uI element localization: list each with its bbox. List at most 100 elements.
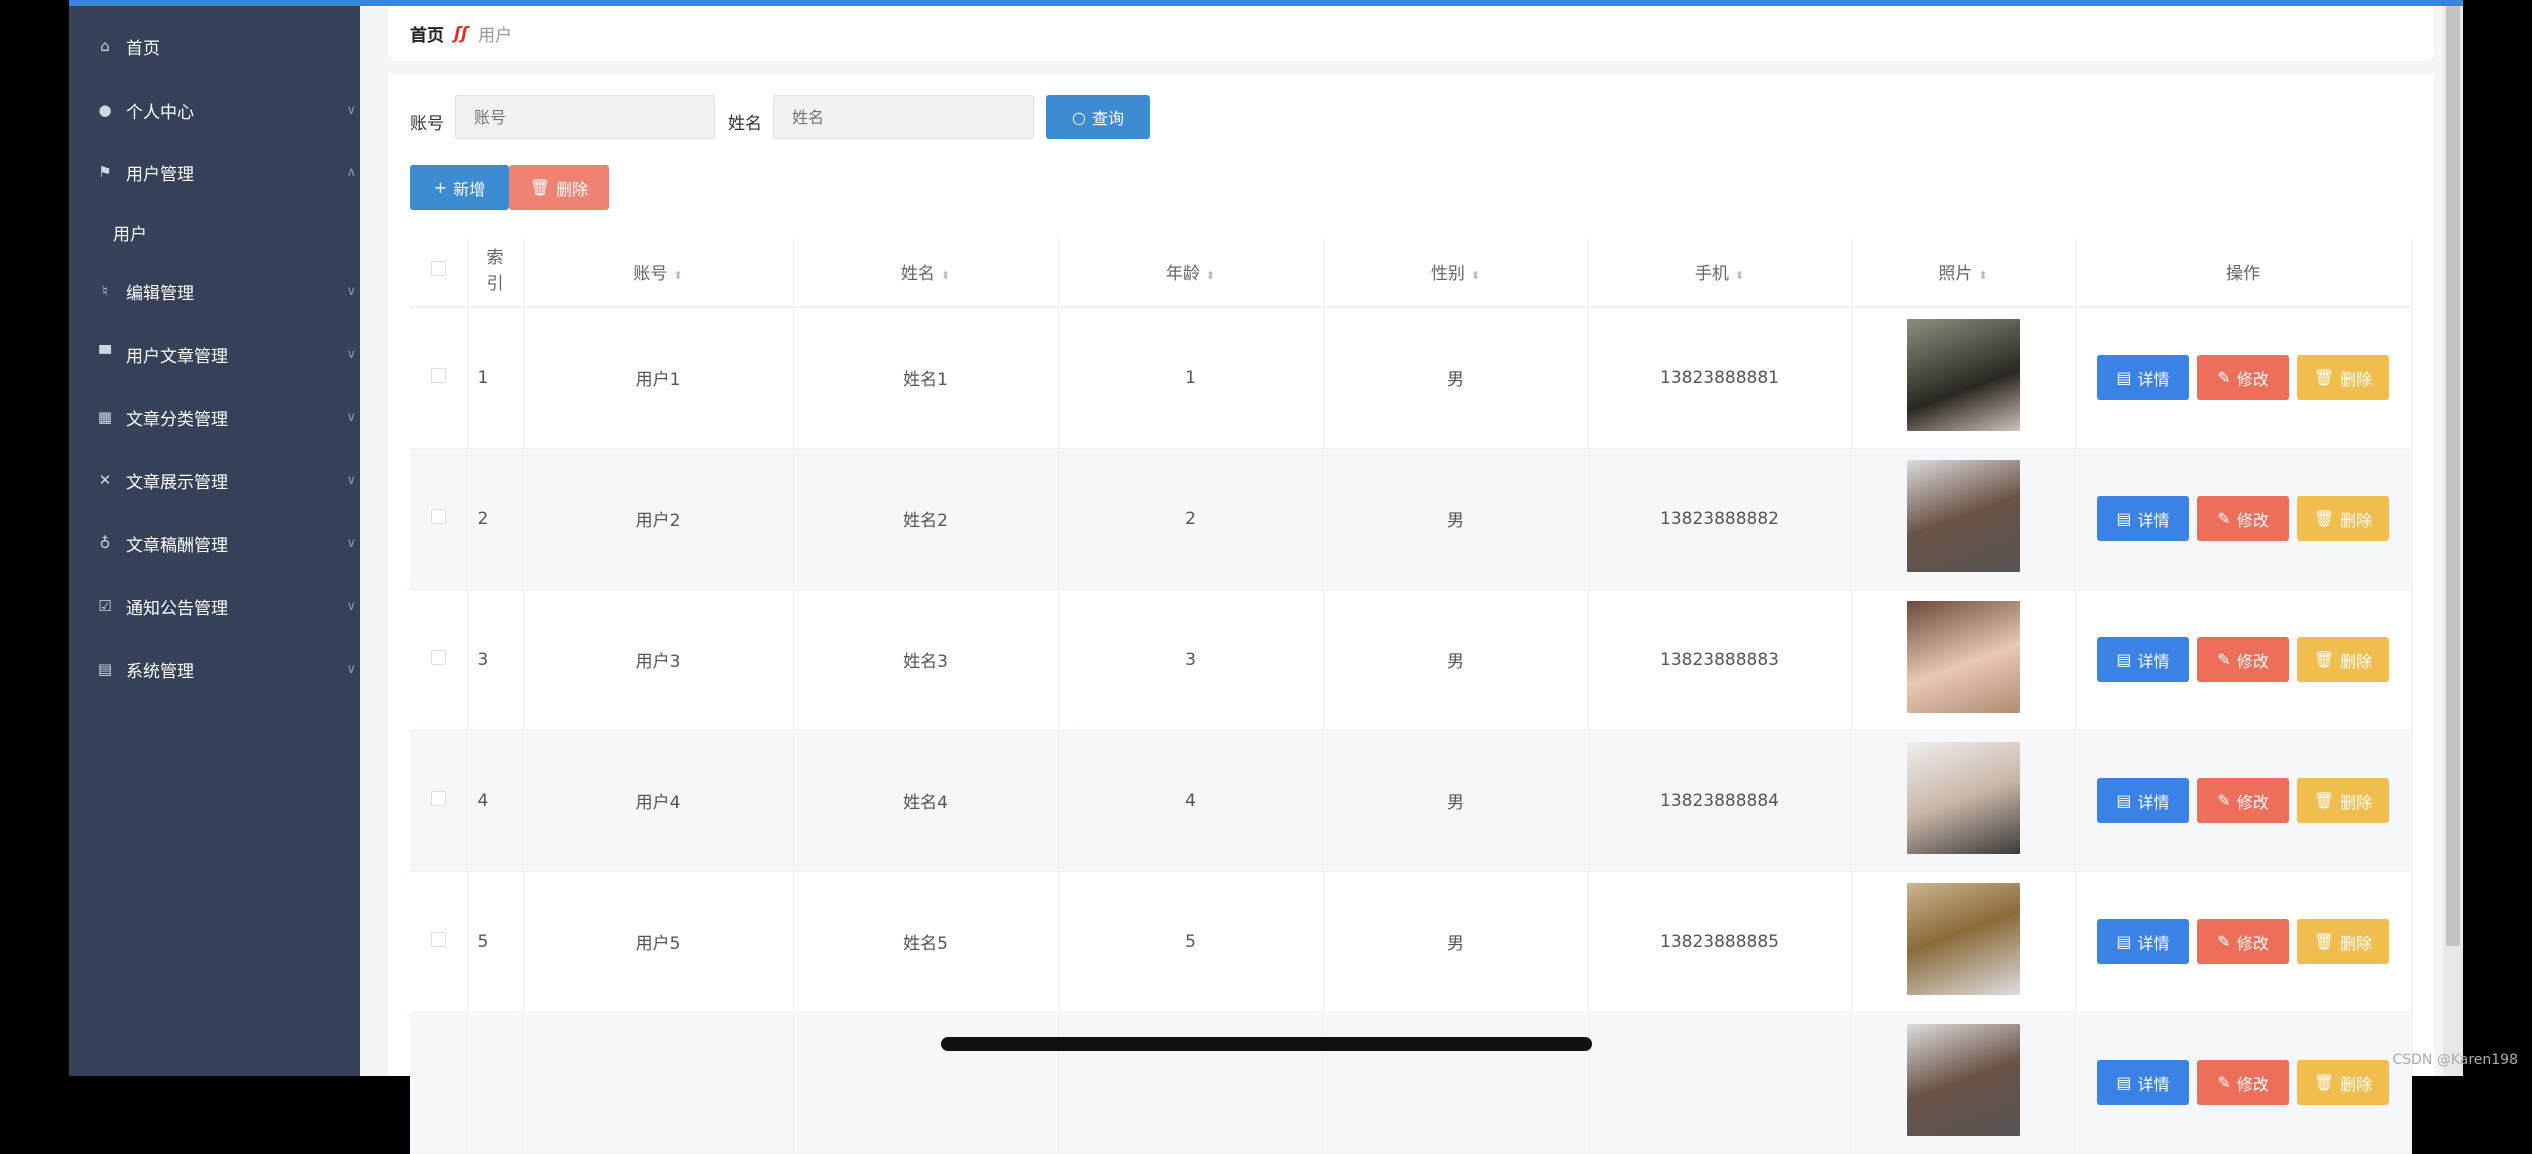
chevron-down-icon: ∨ [346,661,356,677]
edit-button[interactable]: ✎ 修改 [2197,637,2289,682]
photo-cell [1851,307,2076,449]
edit-button[interactable]: ✎ 修改 [2197,1060,2289,1105]
bulk-delete-button[interactable]: 🗑︎ 删除 [509,165,609,210]
document-icon: ▤ [2116,650,2132,669]
sidebar-item-10[interactable]: ▤ 系统管理 ∨ [69,649,360,689]
sidebar-item-2[interactable]: ⚑ 用户管理 ∧ [69,152,360,192]
delete-button[interactable]: 🗑︎ 删除 [2297,355,2389,401]
phone-cell: 13823888881 [1588,307,1852,449]
sidebar-item-6[interactable]: ▦ 文章分类管理 ∨ [69,397,360,437]
sidebar-item-4[interactable]: ♮ 编辑管理 ∨ [69,271,360,311]
delete-button[interactable]: 🗑︎ 删除 [2297,1060,2389,1105]
col-gender[interactable]: 性别 ⬍ [1323,236,1589,308]
sort-icon[interactable]: ⬍ [940,268,951,282]
sort-icon[interactable]: ⬍ [1470,268,1481,282]
row-select [410,307,468,449]
pencil-icon: ✎ [2217,650,2231,669]
microphone-icon: ♁ [99,534,111,552]
sidebar-item-label: 文章展示管理 [126,472,228,493]
row-checkbox[interactable] [430,508,446,524]
detail-button[interactable]: ▤ 详情 [2097,637,2189,682]
detail-button[interactable]: ▤ 详情 [2097,1060,2189,1105]
edit-button[interactable]: ✎ 修改 [2197,496,2289,541]
delete-label: 删除 [2340,510,2373,530]
col-account[interactable]: 账号 ⬍ [523,236,794,308]
gender-cell-text: 男 [1447,511,1464,531]
user-photo[interactable] [1906,460,2020,572]
col-age[interactable]: 年龄 ⬍ [1058,236,1324,308]
edit-button[interactable]: ✎ 修改 [2197,919,2289,964]
account-input[interactable] [455,95,715,139]
edit-label: 修改 [2236,933,2269,953]
delete-button[interactable]: 🗑︎ 删除 [2297,919,2389,964]
detail-button[interactable]: ▤ 详情 [2097,919,2189,964]
row-select [410,448,468,590]
row-checkbox[interactable] [430,367,446,383]
col-phone[interactable]: 手机 ⬍ [1588,236,1852,308]
name-input[interactable] [773,95,1034,139]
detail-button[interactable]: ▤ 详情 [2097,778,2189,823]
photo-cell [1851,1012,2076,1154]
breadcrumb-home[interactable]: 首页 [410,26,444,46]
sidebar-item-9[interactable]: ☑ 通知公告管理 ∨ [69,586,360,626]
edit-button[interactable]: ✎ 修改 [2197,778,2289,823]
sidebar-item-3[interactable]: 用户 [69,212,360,252]
sidebar-item-1[interactable]: ● 个人中心 ∨ [69,90,360,130]
monitor-icon: ▀ [99,345,111,363]
edit-button[interactable]: ✎ 修改 [2197,355,2289,401]
col-photo[interactable]: 照片 ⬍ [1851,236,2076,308]
delete-button[interactable]: 🗑︎ 删除 [2297,496,2389,541]
table-row: 5 用户5 姓名5 5 男 13823888885 ▤ 详情 ✎ 修改 🗑︎ 删除 [410,871,2412,1013]
pencil-icon: ✎ [2217,368,2231,388]
sidebar-item-8[interactable]: ♁ 文章稿酬管理 ∨ [69,523,360,563]
sort-icon[interactable]: ⬍ [1978,268,1988,282]
actions-cell: ▤ 详情 ✎ 修改 🗑︎ 删除 [2075,589,2412,731]
account-cell-text: 用户5 [635,934,681,954]
col-age-label: 年龄 [1165,263,1200,284]
row-checkbox[interactable] [430,931,446,947]
sidebar: ⌂ 首页 ● 个人中心 ∨ ⚑ 用户管理 ∧ 用户 ♮ 编辑管理 ∨ ▀ 用户文章管理 ∨ ▦ 文章分类管理 ∨ ✕… [69,6,360,1076]
sort-icon[interactable]: ⬍ [1205,268,1216,282]
col-index: 索引 [467,236,524,308]
user-photo[interactable] [1906,319,2020,432]
age-cell-text: 5 [1185,931,1196,952]
chevron-down-icon: ∨ [346,472,356,488]
add-button[interactable]: + 新增 [410,165,509,210]
user-photo[interactable] [1906,742,2020,854]
user-photo[interactable] [1906,601,2020,713]
sidebar-item-7[interactable]: ✕ 文章展示管理 ∨ [69,460,360,500]
user-photo[interactable] [1906,1024,2020,1136]
plus-icon: + [433,178,448,197]
col-phone-label: 手机 [1694,263,1729,284]
name-cell-text: 姓名4 [903,793,948,813]
breadcrumb-separator-icon: ʃʃ [454,23,469,44]
col-name[interactable]: 姓名 ⬍ [793,236,1059,308]
sort-icon[interactable]: ⬍ [673,268,683,282]
name-cell: 姓名2 [793,448,1059,590]
sort-icon[interactable]: ⬍ [1734,268,1745,282]
delete-button[interactable]: 🗑︎ 删除 [2297,778,2389,823]
col-photo-label: 照片 [1938,263,1973,284]
account-label: 账号 [410,114,444,134]
sidebar-item-0[interactable]: ⌂ 首页 [69,26,360,66]
table-row: ▤ 详情 ✎ 修改 🗑︎ 删除 [410,1012,2412,1154]
scrollbar-thumb[interactable] [2446,6,2460,946]
account-cell: 用户3 [523,589,794,731]
phone-cell-text: 13823888883 [1660,649,1779,670]
sidebar-item-5[interactable]: ▀ 用户文章管理 ∨ [69,334,360,374]
row-checkbox[interactable] [430,649,446,665]
query-button[interactable]: ○ 查询 [1046,95,1150,139]
photo-cell [1851,589,2076,731]
age-cell: 3 [1058,589,1324,731]
col-name-label: 姓名 [900,263,935,284]
detail-button[interactable]: ▤ 详情 [2097,496,2189,541]
row-checkbox[interactable] [430,790,446,806]
user-photo[interactable] [1906,883,2020,995]
select-all-checkbox[interactable] [430,261,446,276]
col-gender-label: 性别 [1430,263,1465,284]
document-icon: ▤ [2116,932,2132,951]
delete-button[interactable]: 🗑︎ 删除 [2297,637,2389,682]
pencil-icon: ✎ [2217,791,2231,810]
detail-button[interactable]: ▤ 详情 [2097,355,2189,401]
name-cell: 姓名4 [793,730,1059,872]
